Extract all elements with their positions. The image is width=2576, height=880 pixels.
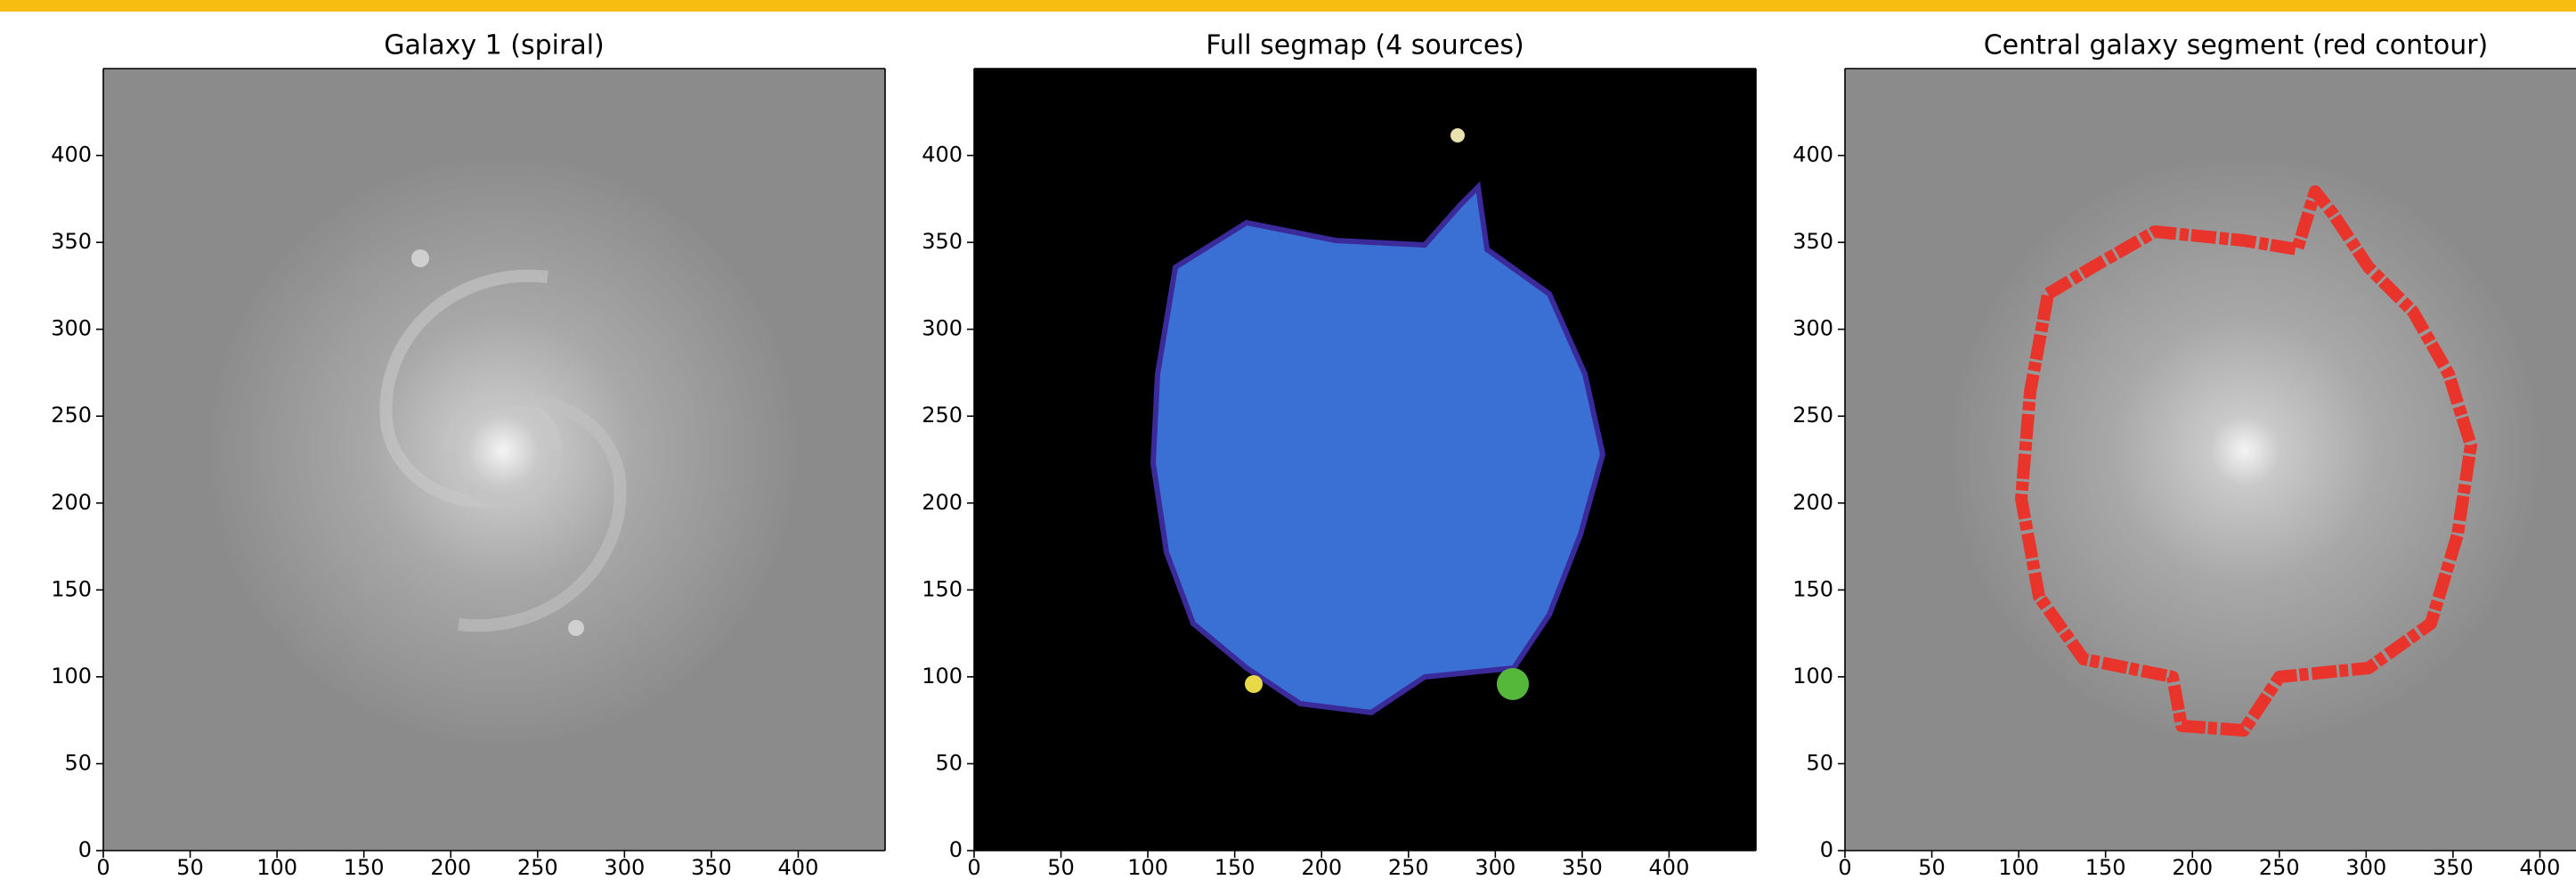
axes: Galaxy 1 (spiral) 0 50 100 150 200 250 300 350 40… xyxy=(51,30,2576,880)
y-tick-label: 150 xyxy=(51,576,92,601)
y-tick-label: 250 xyxy=(51,403,92,428)
x-tick-label: 0 xyxy=(1838,855,1851,880)
y-tick-label: 50 xyxy=(1806,750,1833,775)
y-tick-label: 200 xyxy=(922,490,963,515)
x-tick-label: 400 xyxy=(2520,855,2561,880)
y-tick-label: 100 xyxy=(1792,664,1833,689)
x-tick-label: 300 xyxy=(1475,855,1516,880)
x-tick-label: 400 xyxy=(1649,855,1690,880)
panel-title: Galaxy 1 (spiral) xyxy=(384,30,605,61)
y-tick-label: 150 xyxy=(922,576,963,601)
y-tick-label: 350 xyxy=(51,229,92,254)
x-tick-label: 350 xyxy=(1562,855,1603,880)
y-tick-label: 300 xyxy=(51,316,92,341)
x-tick-label: 150 xyxy=(1215,855,1255,880)
x-tick-label: 400 xyxy=(778,855,819,880)
y-tick-label: 400 xyxy=(51,143,92,167)
x-tick-label: 350 xyxy=(691,855,732,880)
y-tick-label: 50 xyxy=(64,750,92,775)
y-tick-label: 150 xyxy=(1792,576,1833,601)
x-tick-label: 50 xyxy=(1918,855,1946,880)
y-tick-label: 250 xyxy=(1792,403,1833,428)
y-tick-label: 0 xyxy=(949,837,963,862)
y-tick-label: 200 xyxy=(1792,490,1833,515)
x-tick-label: 200 xyxy=(430,855,471,880)
y-tick-label: 100 xyxy=(51,664,92,689)
x-tick-label: 200 xyxy=(1301,855,1342,880)
panel-title: Full segmap (4 sources) xyxy=(1206,30,1524,61)
contour-image xyxy=(1845,69,2576,851)
x-tick-label: 100 xyxy=(1127,855,1168,880)
x-tick-label: 0 xyxy=(967,855,980,880)
x-tick-label: 0 xyxy=(96,855,110,880)
x-tick-label: 100 xyxy=(1998,855,2039,880)
x-tick-label: 250 xyxy=(2259,855,2300,880)
y-tick-label: 0 xyxy=(1820,837,1833,862)
y-tick-label: 250 xyxy=(922,403,963,428)
y-tick-label: 400 xyxy=(1792,143,1833,167)
y-tick-label: 200 xyxy=(51,490,92,515)
x-tick-label: 350 xyxy=(2433,855,2474,880)
y-tick-label: 300 xyxy=(922,316,963,341)
y-tick-label: 400 xyxy=(922,143,963,167)
x-tick-label: 50 xyxy=(1047,855,1075,880)
y-tick-label: 0 xyxy=(78,837,92,862)
x-tick-label: 200 xyxy=(2172,855,2213,880)
x-tick-label: 100 xyxy=(256,855,297,880)
x-tick-label: 150 xyxy=(2085,855,2126,880)
x-tick-label: 250 xyxy=(1388,855,1429,880)
y-tick-label: 350 xyxy=(922,229,963,254)
y-tick-label: 300 xyxy=(1792,316,1833,341)
y-tick-label: 100 xyxy=(922,664,963,689)
panel-title: Central galaxy segment (red contour) xyxy=(1984,30,2489,61)
x-tick-label: 50 xyxy=(176,855,204,880)
x-tick-label: 300 xyxy=(604,855,645,880)
x-tick-label: 250 xyxy=(517,855,558,880)
galaxy-image xyxy=(103,69,885,851)
y-tick-label: 350 xyxy=(1792,229,1833,254)
x-tick-label: 300 xyxy=(2345,855,2386,880)
x-tick-label: 150 xyxy=(344,855,385,880)
segmap-image xyxy=(974,69,1756,851)
top-bar xyxy=(0,0,2576,12)
y-tick-label: 50 xyxy=(935,750,963,775)
